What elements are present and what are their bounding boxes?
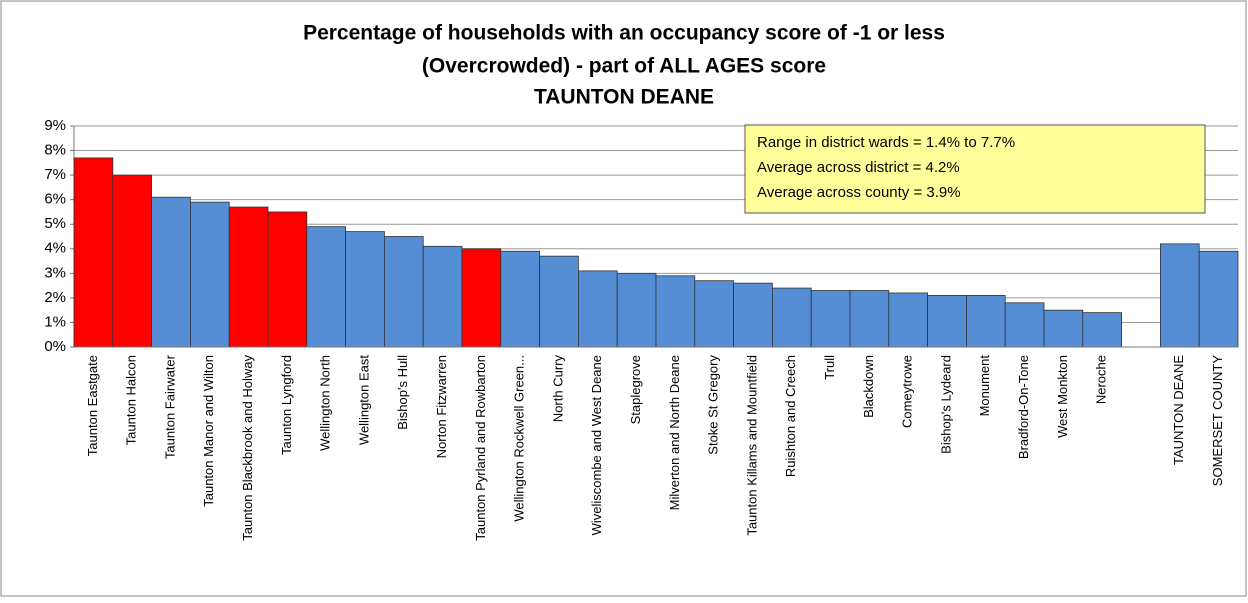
y-tick-label: 4% <box>44 240 66 257</box>
bar <box>616 272 657 348</box>
x-tick-label: Milverton and North Deane <box>667 355 682 510</box>
bar <box>1004 302 1045 348</box>
x-tick-label: Taunton Manor and Wilton <box>201 355 216 507</box>
bar <box>73 157 114 348</box>
bar <box>151 196 191 348</box>
x-tick-label: West Monkton <box>1055 355 1070 438</box>
bar <box>1043 309 1084 348</box>
bar <box>422 245 463 348</box>
x-tick-label: SOMERSET COUNTY <box>1210 355 1225 487</box>
x-tick-label: Comeytrowe <box>900 355 915 428</box>
bar <box>306 226 346 348</box>
x-tick-label: Blackdown <box>861 355 876 418</box>
bar <box>189 201 230 348</box>
y-tick-label: 1% <box>44 313 66 330</box>
bar <box>966 295 1006 348</box>
y-tick-label: 8% <box>44 142 66 159</box>
y-tick-label: 0% <box>44 338 66 355</box>
x-tick-label: Taunton Lyngford <box>279 355 294 455</box>
annotation: Average across district = 4.2% <box>757 159 960 176</box>
x-tick-label: Taunton Killams and Mountfield <box>744 355 759 536</box>
x-tick-label: Taunton Eastgate <box>85 355 100 456</box>
bar <box>927 295 967 348</box>
bar <box>849 290 890 348</box>
x-tick-label: Wellington North <box>318 355 333 451</box>
bar <box>733 282 773 348</box>
x-tick-label: Ruishton and Creech <box>783 355 798 477</box>
bar <box>539 255 579 348</box>
chart-title: TAUNTON DEANE <box>534 86 714 109</box>
x-tick-label: Neroche <box>1094 355 1109 404</box>
y-tick-label: 7% <box>44 166 66 183</box>
bar <box>383 236 424 348</box>
y-tick-label: 3% <box>44 264 66 281</box>
bar <box>1160 243 1200 348</box>
x-tick-label: Bradford-On-Tone <box>1016 355 1031 459</box>
x-tick-label: Bishop's Lydeard <box>938 355 953 454</box>
bar <box>810 290 851 348</box>
x-tick-label: Taunton Fairwater <box>162 354 177 459</box>
x-tick-label: Wellington East <box>356 355 371 445</box>
bar <box>655 275 696 348</box>
y-tick-label: 2% <box>44 289 66 306</box>
bar <box>694 280 734 348</box>
x-tick-label: Wiveliscombe and West Deane <box>589 355 604 535</box>
bar <box>1198 250 1239 348</box>
x-tick-label: TAUNTON DEANE <box>1171 355 1186 465</box>
y-tick-label: 9% <box>44 117 66 134</box>
x-tick-label: Bishop's Hull <box>395 355 410 430</box>
x-tick-label: North Curry <box>550 355 565 423</box>
bar <box>772 287 812 348</box>
bar <box>1082 312 1123 348</box>
x-tick-label: Wellington Rockwell Green... <box>512 355 527 522</box>
x-tick-label: Taunton Pyrland and Rowbarton <box>473 355 488 541</box>
x-tick-label: Taunton Blackbrook and Holway <box>240 355 255 541</box>
x-tick-label: Trull <box>822 355 837 380</box>
bar <box>578 270 618 348</box>
annotation: Range in district wards = 1.4% to 7.7% <box>757 134 1015 151</box>
y-tick-label: 5% <box>44 215 66 232</box>
bar <box>461 248 502 348</box>
bar <box>267 211 308 348</box>
bar <box>500 250 540 348</box>
x-tick-label: Taunton Halcon <box>124 355 139 445</box>
bar <box>345 231 385 348</box>
annotation-box <box>744 124 1206 214</box>
x-tick-label: Norton Fitzwarren <box>434 355 449 458</box>
y-tick-label: 6% <box>44 191 66 208</box>
chart-title: Percentage of households with an occupan… <box>303 22 945 45</box>
x-tick-label: Staplegrove <box>628 355 643 424</box>
chart-title: (Overcrowded) - part of ALL AGES score <box>422 55 826 78</box>
bar <box>888 292 928 348</box>
bar <box>112 174 153 348</box>
bar <box>228 206 269 348</box>
annotation: Average across county = 3.9% <box>757 184 961 201</box>
x-tick-label: Monument <box>977 355 992 417</box>
x-tick-label: Stoke St Gregory <box>706 355 721 455</box>
